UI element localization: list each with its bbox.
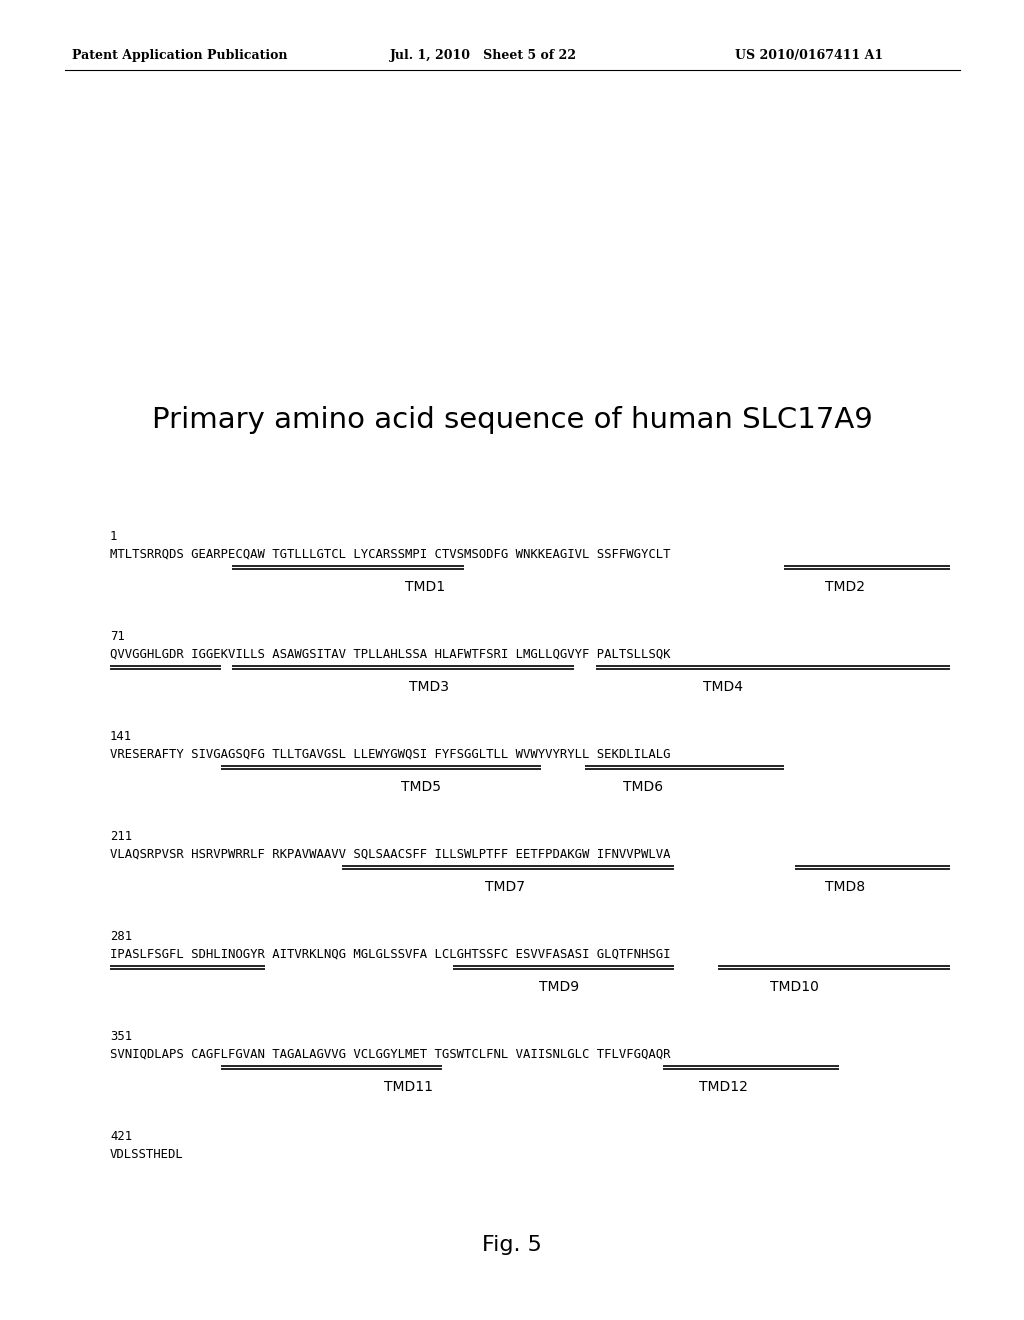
Text: MTLTSRRQDS GEARPECQAW TGTLLLGTCL LYCARSSMPI CTVSMSODFG WNKKEAGIVL SSFFWGYCLT: MTLTSRRQDS GEARPECQAW TGTLLLGTCL LYCARSS… <box>110 548 671 561</box>
Text: 141: 141 <box>110 730 132 743</box>
Text: 421: 421 <box>110 1130 132 1143</box>
Text: TMD12: TMD12 <box>698 1080 748 1094</box>
Text: TMD4: TMD4 <box>703 680 743 694</box>
Text: TMD1: TMD1 <box>404 579 445 594</box>
Text: 281: 281 <box>110 931 132 942</box>
Text: Patent Application Publication: Patent Application Publication <box>72 49 288 62</box>
Text: TMD7: TMD7 <box>484 880 524 894</box>
Text: VDLSSTHEDL: VDLSSTHEDL <box>110 1148 183 1162</box>
Text: Fig. 5: Fig. 5 <box>482 1236 542 1255</box>
Text: 71: 71 <box>110 630 125 643</box>
Text: Jul. 1, 2010   Sheet 5 of 22: Jul. 1, 2010 Sheet 5 of 22 <box>390 49 577 62</box>
Text: VLAQSRPVSR HSRVPWRRLF RKPAVWAAVV SQLSAACSFF ILLSWLPTFF EETFPDAKGW IFNVVPWLVA: VLAQSRPVSR HSRVPWRRLF RKPAVWAAVV SQLSAAC… <box>110 847 671 861</box>
Text: 211: 211 <box>110 830 132 843</box>
Text: VRESERAFTY SIVGAGSQFG TLLTGAVGSL LLEWYGWQSI FYFSGGLTLL WVWYVYRYLL SEKDLILALG: VRESERAFTY SIVGAGSQFG TLLTGAVGSL LLEWYGW… <box>110 748 671 762</box>
Text: TMD5: TMD5 <box>400 780 440 795</box>
Text: US 2010/0167411 A1: US 2010/0167411 A1 <box>735 49 883 62</box>
Text: QVVGGHLGDR IGGEKVILLS ASAWGSITAV TPLLAHLSSA HLAFWTFSRI LMGLLQGVYF PALTSLLSQK: QVVGGHLGDR IGGEKVILLS ASAWGSITAV TPLLAHL… <box>110 648 671 661</box>
Text: Primary amino acid sequence of human SLC17A9: Primary amino acid sequence of human SLC… <box>152 407 872 434</box>
Text: TMD9: TMD9 <box>540 979 580 994</box>
Text: 1: 1 <box>110 531 118 543</box>
Text: IPASLFSGFL SDHLINOGYR AITVRKLNQG MGLGLSSVFA LCLGHTSSFC ESVVFASASI GLQTFNHSGI: IPASLFSGFL SDHLINOGYR AITVRKLNQG MGLGLSS… <box>110 948 671 961</box>
Text: TMD10: TMD10 <box>770 979 819 994</box>
Text: TMD3: TMD3 <box>410 680 450 694</box>
Text: TMD8: TMD8 <box>825 880 865 894</box>
Text: SVNIQDLAPS CAGFLFGVAN TAGALAGVVG VCLGGYLMET TGSWTCLFNL VAIISNLGLC TFLVFGQAQR: SVNIQDLAPS CAGFLFGVAN TAGALAGVVG VCLGGYL… <box>110 1048 671 1061</box>
Text: TMD6: TMD6 <box>624 780 664 795</box>
Text: TMD11: TMD11 <box>384 1080 433 1094</box>
Text: TMD2: TMD2 <box>825 579 865 594</box>
Text: 351: 351 <box>110 1030 132 1043</box>
